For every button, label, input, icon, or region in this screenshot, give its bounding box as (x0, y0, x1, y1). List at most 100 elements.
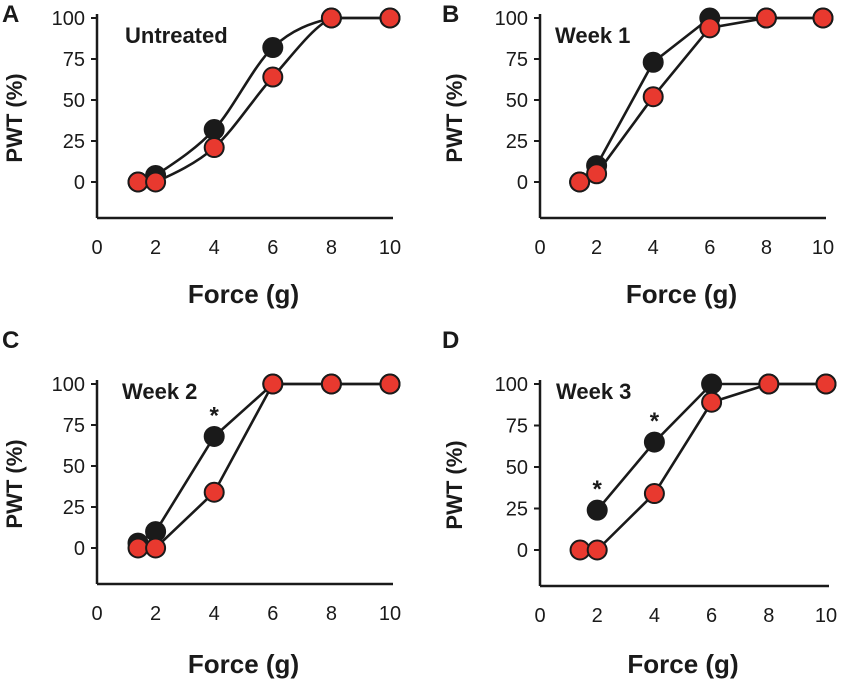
data-point-red (203, 481, 225, 503)
data-point-red (815, 373, 837, 395)
x-tick-label: 6 (706, 605, 717, 627)
data-point-red (699, 17, 721, 39)
data-point-black (642, 51, 664, 73)
data-point-red (569, 171, 591, 193)
y-tick-label: 25 (63, 131, 85, 153)
x-tick-label: 10 (379, 603, 401, 625)
x-axis-title: Force (g) (188, 279, 299, 309)
x-tick-label: 8 (761, 237, 772, 259)
y-tick-label: 75 (506, 49, 528, 71)
significance-star: * (593, 476, 603, 503)
x-tick-label: 4 (209, 603, 220, 625)
panel-letter: C (2, 327, 19, 354)
data-point-red (145, 171, 167, 193)
x-tick-label: 2 (591, 237, 602, 259)
data-point-red (569, 539, 591, 561)
x-tick-label: 2 (150, 603, 161, 625)
y-tick-label: 0 (74, 172, 85, 194)
y-tick-label: 100 (52, 8, 85, 30)
panel-b: B Week 1 0 25 50 75 100 0 2 4 6 8 10 Force (g) PWT (%) (442, 1, 834, 309)
panel-letter: D (442, 327, 459, 354)
data-point-red (586, 163, 608, 185)
y-axis-title: PWT (%) (442, 73, 467, 162)
data-point-red (203, 137, 225, 159)
y-tick-label: 100 (495, 8, 528, 30)
panel-letter: A (2, 1, 19, 28)
panel-a: A Untreated 0 25 50 75 100 0 2 4 6 8 10 Force (g) PWT … (2, 1, 401, 309)
y-axis-title: PWT (%) (442, 440, 467, 529)
x-tick-label: 0 (534, 605, 545, 627)
x-tick-label: 10 (815, 605, 837, 627)
y-tick-label: 50 (63, 456, 85, 478)
y-tick-label: 25 (506, 499, 528, 521)
panel-title: Week 2 (122, 379, 197, 404)
y-tick-label: 75 (63, 415, 85, 437)
data-point-red (758, 373, 780, 395)
significance-star: * (210, 402, 220, 429)
x-tick-label: 10 (812, 237, 834, 259)
x-axis-title: Force (g) (188, 649, 299, 679)
data-point-red (320, 7, 342, 29)
panel-letter: B (442, 1, 459, 28)
y-tick-label: 0 (517, 540, 528, 562)
panel-title: Untreated (125, 23, 228, 48)
x-tick-label: 4 (648, 237, 659, 259)
y-axis-title: PWT (%) (2, 73, 27, 162)
y-tick-label: 100 (52, 374, 85, 396)
data-point-red (127, 537, 149, 559)
x-tick-label: 2 (150, 237, 161, 259)
x-tick-label: 0 (534, 237, 545, 259)
series-line-black (137, 382, 390, 545)
y-tick-label: 75 (506, 416, 528, 438)
x-tick-label: 8 (763, 605, 774, 627)
x-tick-label: 0 (91, 237, 102, 259)
data-point-red (643, 483, 665, 505)
data-point-red (262, 373, 284, 395)
x-tick-label: 2 (592, 605, 603, 627)
y-tick-label: 50 (63, 90, 85, 112)
panel-title: Week 1 (555, 23, 630, 48)
data-point-red (812, 7, 834, 29)
series-line-red (138, 382, 390, 550)
x-tick-label: 4 (649, 605, 660, 627)
x-tick-label: 6 (704, 237, 715, 259)
y-tick-label: 0 (74, 538, 85, 560)
data-point-red (379, 373, 401, 395)
x-tick-label: 6 (267, 603, 278, 625)
data-point-black (586, 499, 608, 521)
data-point-red (379, 7, 401, 29)
data-point-red (755, 7, 777, 29)
data-point-red (320, 373, 342, 395)
y-tick-label: 50 (506, 457, 528, 479)
y-tick-label: 25 (63, 497, 85, 519)
x-tick-label: 4 (209, 237, 220, 259)
data-point-red (586, 539, 608, 561)
series-line-red (580, 382, 826, 552)
y-tick-label: 25 (506, 131, 528, 153)
data-point-red (642, 86, 664, 108)
data-point-black (643, 431, 665, 453)
data-point-red (701, 391, 723, 413)
data-point-black (701, 373, 723, 395)
x-axis-title: Force (g) (627, 649, 738, 679)
data-point-black (203, 119, 225, 141)
data-point-black (203, 425, 225, 447)
y-axis-title: PWT (%) (2, 439, 27, 528)
y-tick-label: 75 (63, 49, 85, 71)
x-tick-label: 0 (91, 603, 102, 625)
panel-title: Week 3 (556, 379, 631, 404)
x-tick-label: 8 (326, 603, 337, 625)
y-tick-label: 50 (506, 90, 528, 112)
x-tick-label: 6 (267, 237, 278, 259)
data-point-red (145, 537, 167, 559)
panel-d: D Week 3 0 25 50 75 100 0 2 4 6 8 10 Force (g) PWT (%)… (442, 327, 837, 679)
y-tick-label: 0 (517, 172, 528, 194)
significance-star: * (650, 408, 660, 435)
data-point-red (127, 171, 149, 193)
data-point-red (262, 66, 284, 88)
y-tick-label: 100 (495, 374, 528, 396)
x-axis-title: Force (g) (626, 279, 737, 309)
x-tick-label: 10 (379, 237, 401, 259)
